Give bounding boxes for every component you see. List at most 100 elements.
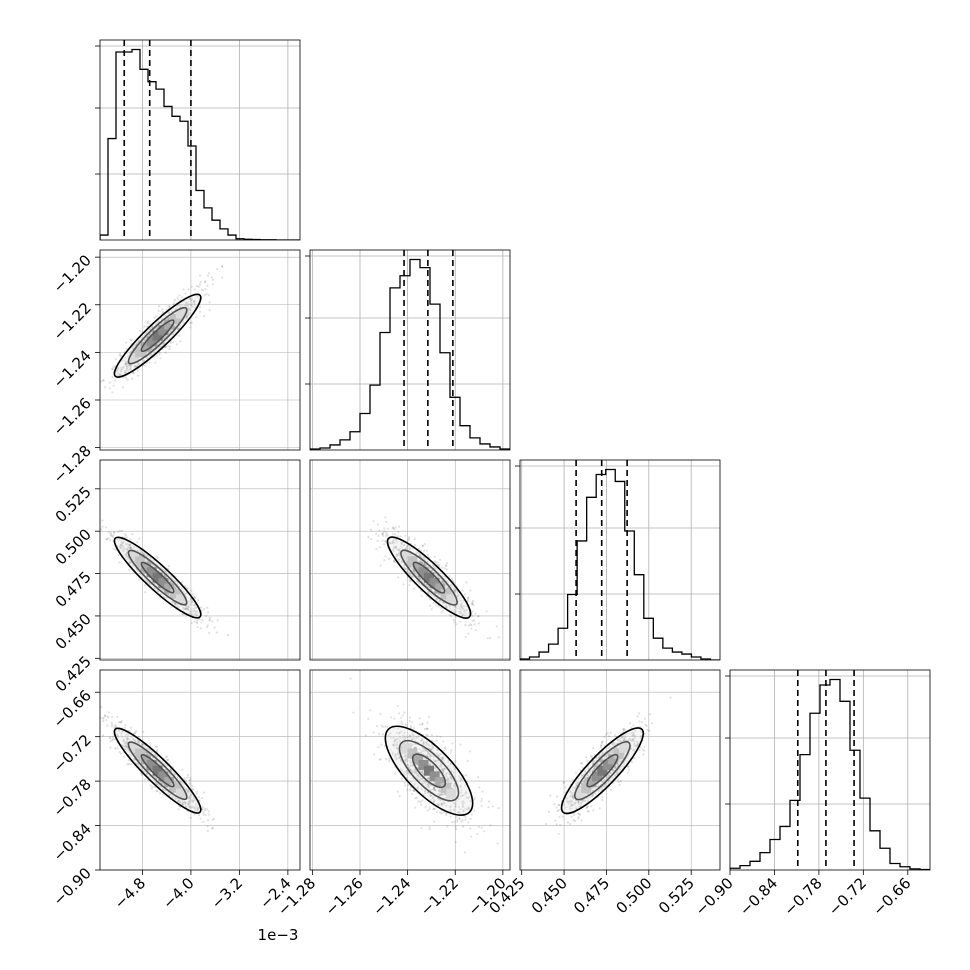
sample-point: [189, 326, 192, 329]
sample-point: [138, 759, 141, 762]
sample-point: [160, 782, 163, 785]
sample-point: [440, 580, 444, 583]
sample-point: [120, 544, 123, 547]
sample-point: [165, 334, 168, 337]
density-cell: [418, 567, 429, 578]
sample-point: [131, 346, 134, 349]
sample-point: [121, 545, 124, 548]
sample-point: [177, 327, 180, 330]
sample-point: [143, 572, 146, 575]
sample-point: [398, 525, 401, 528]
sample-point: [167, 759, 170, 762]
sample-point: [187, 802, 190, 806]
sample-point: [177, 799, 180, 802]
sample-point: [454, 605, 457, 608]
sample-point: [125, 347, 128, 350]
sample-point: [190, 321, 193, 324]
sample-point: [190, 793, 193, 796]
sample-point: [447, 580, 450, 583]
sample-point: [162, 342, 165, 345]
sample-point: [187, 790, 190, 793]
sample-point: [105, 538, 108, 541]
sample-point: [208, 619, 211, 622]
sample-point: [114, 747, 117, 750]
sample-point: [168, 788, 171, 791]
density-cell: [140, 561, 151, 572]
sample-point: [191, 806, 194, 809]
sample-point: [154, 754, 157, 757]
sample-point: [398, 548, 401, 551]
sample-point: [466, 609, 469, 612]
sample-point: [471, 614, 474, 618]
sample-point: [189, 779, 192, 782]
sample-point: [221, 276, 224, 279]
panel-frame: [99, 669, 301, 871]
sample-point: [177, 304, 180, 307]
sample-point: [443, 598, 447, 601]
sample-point: [453, 820, 456, 823]
sample-point: [179, 340, 182, 343]
sample-point: [384, 530, 387, 533]
sample-point: [128, 561, 131, 564]
sample-point: [413, 537, 416, 541]
sample-point: [221, 265, 224, 268]
sample-point: [132, 758, 135, 761]
sample-point: [168, 762, 171, 765]
sample-point: [125, 536, 128, 539]
sample-point: [418, 554, 421, 557]
sample-point: [406, 547, 409, 551]
sample-point: [142, 743, 145, 746]
sample-point: [420, 579, 423, 582]
sample-point: [190, 622, 193, 625]
sample-point: [186, 608, 189, 611]
sample-point: [191, 305, 194, 308]
sample-point: [123, 536, 126, 539]
sample-point: [144, 591, 147, 594]
sample-point: [112, 738, 115, 741]
sample-point: [114, 358, 117, 361]
sample-point: [413, 543, 416, 546]
sample-point: [128, 547, 132, 550]
sample-point: [207, 611, 210, 614]
sample-point: [167, 593, 170, 596]
sample-point: [441, 601, 444, 605]
sample-point: [133, 740, 136, 743]
sample-point: [110, 721, 113, 724]
sample-point: [129, 364, 132, 367]
sample-point: [150, 787, 153, 790]
sample-point: [148, 333, 151, 336]
sample-point: [189, 799, 192, 802]
panels-layer: −4.8 −4.0 −3.2 −2.4−1.28 −1.26 −1.24 −1.22 −1.2…: [50, 39, 931, 919]
sample-point: [155, 782, 158, 785]
sample-point: [464, 636, 467, 639]
sample-point: [208, 631, 211, 635]
sample-point: [128, 729, 131, 733]
sample-point: [454, 589, 457, 592]
sample-point: [378, 546, 381, 549]
sample-point: [112, 535, 115, 539]
sample-point: [173, 602, 176, 605]
sample-point: [188, 794, 192, 797]
sample-point: [411, 575, 414, 578]
sample-point: [112, 534, 115, 537]
sample-point: [181, 781, 184, 785]
sample-point: [186, 802, 189, 806]
sample-point: [134, 365, 137, 368]
sample-point: [182, 590, 185, 594]
sample-point: [168, 347, 171, 350]
sample-point: [207, 819, 210, 822]
sample-point: [109, 533, 112, 536]
sample-point: [190, 298, 193, 301]
density-content: [100, 250, 300, 450]
sample-point: [119, 721, 122, 724]
sample-point: [184, 607, 187, 610]
sample-point: [200, 621, 203, 624]
sample-point: [376, 725, 379, 728]
sample-point: [128, 544, 131, 547]
sample-point: [422, 562, 426, 565]
sample-point: [450, 584, 453, 587]
sample-point: [188, 782, 191, 785]
sample-point: [194, 612, 197, 615]
density-cell: [140, 341, 151, 352]
sample-point: [179, 305, 182, 308]
